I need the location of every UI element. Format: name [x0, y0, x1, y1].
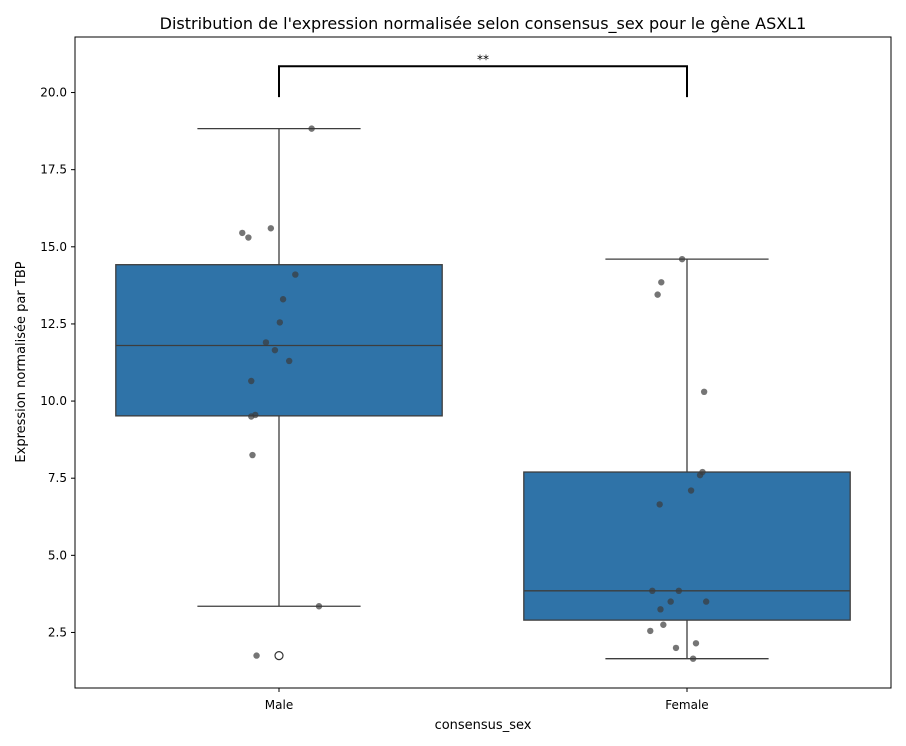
- data-point-female: [658, 279, 665, 286]
- data-point-male: [292, 271, 299, 278]
- data-point-female: [700, 388, 708, 396]
- y-axis-label: Expression normalisée par TBP: [14, 261, 29, 462]
- data-point-female: [649, 587, 656, 595]
- data-point-male: [245, 234, 252, 241]
- data-point-male: [276, 319, 284, 326]
- data-point-female: [692, 640, 700, 647]
- data-point-male: [315, 603, 323, 610]
- data-point-female: [687, 487, 695, 494]
- outlier-marker-male: [274, 651, 284, 661]
- data-point-male: [286, 357, 293, 365]
- y-tick-label: 2.5: [48, 625, 67, 639]
- y-tick-label: 7.5: [48, 471, 67, 485]
- box-female: [523, 471, 851, 621]
- y-tick-label: 15.0: [40, 240, 67, 254]
- data-point-female: [657, 606, 664, 613]
- data-point-male: [239, 229, 246, 237]
- data-point-male: [248, 377, 255, 385]
- data-point-female: [675, 587, 683, 595]
- data-point-male: [249, 451, 256, 459]
- x-tick-label-male: Male: [265, 698, 293, 712]
- data-point-female: [702, 598, 710, 605]
- data-point-male: [253, 652, 260, 659]
- data-point-female: [667, 598, 674, 605]
- data-point-female: [696, 471, 704, 479]
- data-point-male: [267, 225, 275, 232]
- y-tick-label: 10.0: [40, 394, 67, 408]
- axes-frame: [74, 36, 892, 689]
- x-tick-label-female: Female: [665, 698, 708, 712]
- data-point-male: [271, 346, 279, 354]
- y-tick-label: 12.5: [40, 317, 67, 331]
- data-point-male: [308, 125, 315, 132]
- significance-label: **: [477, 52, 489, 66]
- data-point-female: [647, 627, 654, 635]
- plot-area: 2.5 5.0 7.5 10.0 12.5 15.0 17.5 20.0 Male Female *…: [40, 52, 851, 712]
- data-point-male: [248, 413, 255, 420]
- data-point-female: [654, 291, 661, 298]
- data-point-female: [672, 644, 680, 652]
- box-male: [115, 264, 443, 417]
- data-point-male: [262, 339, 270, 346]
- data-point-female: [678, 255, 686, 263]
- data-point-female: [656, 501, 663, 508]
- y-tick-label: 20.0: [40, 86, 67, 100]
- x-axis-label: consensus_sex: [435, 718, 532, 733]
- significance-bracket: [278, 65, 688, 98]
- data-point-female: [660, 621, 667, 628]
- data-point-female: [689, 655, 697, 662]
- chart-title: Distribution de l'expression normalisée …: [160, 14, 807, 34]
- y-tick-label: 5.0: [48, 548, 67, 562]
- y-tick-label: 17.5: [40, 163, 67, 177]
- data-point-male: [279, 296, 287, 303]
